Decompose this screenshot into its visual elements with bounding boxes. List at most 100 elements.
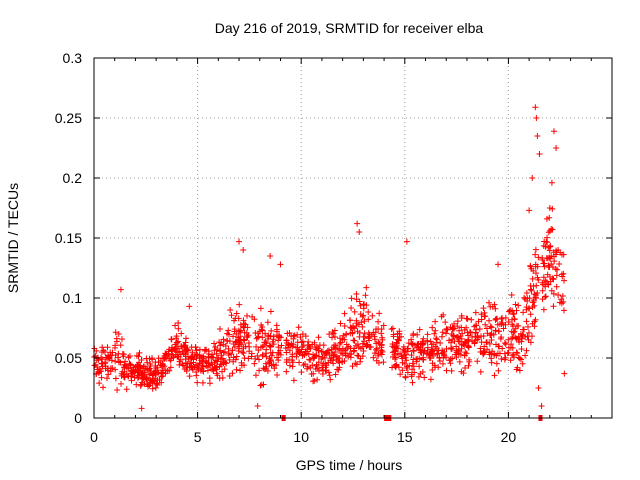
data-point [173, 333, 180, 340]
data-point [313, 361, 320, 368]
data-point [513, 335, 520, 342]
data-point [305, 338, 312, 345]
data-point [264, 367, 271, 374]
data-point [112, 366, 119, 373]
data-point [559, 273, 566, 280]
data-point [429, 324, 436, 331]
data-point [102, 359, 109, 366]
data-point [208, 353, 215, 360]
data-point [390, 344, 397, 351]
data-point [378, 351, 385, 358]
data-point [505, 336, 512, 343]
data-point [98, 360, 105, 367]
data-point [266, 355, 273, 362]
data-point [477, 345, 484, 352]
data-point [462, 349, 469, 356]
data-point [448, 330, 455, 337]
data-point [515, 302, 522, 309]
data-point [494, 321, 501, 328]
data-point [294, 344, 301, 351]
data-point [166, 346, 173, 353]
data-point [311, 353, 318, 360]
data-point [289, 357, 296, 364]
data-point [135, 353, 142, 360]
y-axis-label: SRMTID / TECUs [5, 183, 21, 293]
data-point [339, 336, 346, 343]
data-point [214, 363, 221, 370]
y-tick-label: 0 [74, 410, 82, 426]
data-point [316, 342, 323, 349]
data-point [375, 326, 382, 333]
data-point [289, 351, 296, 358]
data-point [516, 367, 523, 374]
data-point [492, 316, 499, 323]
data-point [155, 369, 162, 376]
data-point [491, 372, 498, 379]
data-point [450, 325, 457, 332]
data-point [449, 355, 456, 362]
data-point [350, 324, 357, 331]
data-point [336, 335, 343, 342]
data-point [109, 349, 116, 356]
data-point [219, 368, 226, 375]
data-point [159, 367, 166, 374]
data-point [258, 381, 265, 388]
data-point [546, 264, 553, 271]
data-point [376, 310, 383, 317]
data-point [404, 369, 411, 376]
data-point [504, 350, 511, 357]
data-point [482, 321, 489, 328]
data-point [259, 343, 266, 350]
data-point [309, 362, 316, 369]
data-point [147, 379, 154, 386]
data-point [454, 323, 461, 330]
data-point [548, 287, 555, 294]
data-point [532, 104, 539, 111]
data-point [218, 339, 225, 346]
data-point [411, 369, 418, 376]
data-point [552, 251, 559, 258]
data-point [267, 253, 274, 259]
data-point [199, 379, 206, 386]
data-point [308, 371, 315, 378]
data-point [204, 367, 211, 374]
data-point [556, 299, 563, 306]
data-point [256, 367, 263, 374]
data-point [314, 376, 321, 383]
data-point [174, 349, 181, 356]
data-point [409, 379, 416, 386]
data-point [556, 260, 563, 267]
data-point [357, 302, 364, 309]
data-point [246, 348, 253, 355]
data-point [119, 351, 126, 358]
data-point [371, 350, 378, 357]
data-point [472, 337, 479, 344]
data-point [237, 367, 244, 374]
data-point [295, 324, 302, 331]
data-point [347, 345, 354, 352]
data-point [313, 343, 320, 350]
data-point [552, 265, 559, 272]
data-point [532, 246, 539, 253]
data-point [540, 260, 547, 267]
data-point [218, 361, 225, 368]
data-point [521, 294, 528, 301]
data-point [546, 247, 553, 254]
data-point [559, 292, 566, 299]
data-point [348, 304, 355, 311]
data-point [105, 353, 112, 360]
data-point [518, 346, 525, 353]
data-point [240, 350, 247, 357]
data-point [523, 290, 530, 297]
data-point [256, 328, 263, 335]
data-point [126, 352, 133, 359]
data-point [330, 330, 337, 337]
data-point [335, 358, 342, 365]
data-point [489, 348, 496, 355]
data-point [194, 379, 201, 386]
data-point [231, 343, 238, 350]
data-point [180, 350, 187, 357]
data-point [248, 353, 255, 360]
data-point [228, 312, 235, 319]
data-point [226, 373, 233, 380]
